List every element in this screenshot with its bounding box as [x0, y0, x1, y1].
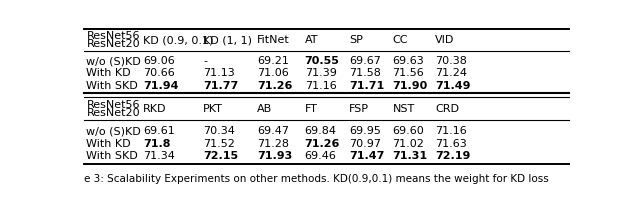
Text: 71.94: 71.94	[143, 80, 179, 90]
Text: ResNet56: ResNet56	[86, 31, 140, 41]
Text: 71.13: 71.13	[203, 69, 235, 78]
Text: 69.46: 69.46	[305, 151, 337, 161]
Text: AT: AT	[305, 35, 318, 45]
Text: ResNet56: ResNet56	[86, 100, 140, 110]
Text: KD (0.9, 0.1): KD (0.9, 0.1)	[143, 35, 213, 45]
Text: 71.34: 71.34	[143, 151, 175, 161]
Text: FSP: FSP	[349, 104, 369, 114]
Text: 71.06: 71.06	[257, 69, 289, 78]
Text: 71.8: 71.8	[143, 139, 170, 149]
Text: PKT: PKT	[203, 104, 223, 114]
Text: 69.67: 69.67	[349, 56, 381, 66]
Text: w/o (S)KD: w/o (S)KD	[86, 126, 141, 136]
Text: With KD: With KD	[86, 139, 131, 149]
Text: CC: CC	[392, 35, 408, 45]
Text: With SKD: With SKD	[86, 80, 138, 90]
Text: 71.71: 71.71	[349, 80, 385, 90]
Text: FitNet: FitNet	[257, 35, 290, 45]
Text: 69.06: 69.06	[143, 56, 175, 66]
Text: 69.47: 69.47	[257, 126, 289, 136]
Text: RKD: RKD	[143, 104, 166, 114]
Text: 72.19: 72.19	[435, 151, 470, 161]
Text: 70.34: 70.34	[203, 126, 235, 136]
Text: 71.28: 71.28	[257, 139, 289, 149]
Text: 69.60: 69.60	[392, 126, 424, 136]
Text: 69.63: 69.63	[392, 56, 424, 66]
Text: ResNet20: ResNet20	[86, 39, 140, 50]
Text: With KD: With KD	[86, 69, 131, 78]
Text: 71.63: 71.63	[435, 139, 467, 149]
Text: 69.61: 69.61	[143, 126, 175, 136]
Text: 71.77: 71.77	[203, 80, 238, 90]
Text: 71.26: 71.26	[305, 139, 340, 149]
Text: 71.39: 71.39	[305, 69, 337, 78]
Text: 71.31: 71.31	[392, 151, 428, 161]
Text: 71.52: 71.52	[203, 139, 235, 149]
Text: CRD: CRD	[435, 104, 459, 114]
Text: 72.15: 72.15	[203, 151, 238, 161]
Text: NST: NST	[392, 104, 415, 114]
Text: 71.47: 71.47	[349, 151, 385, 161]
Text: 69.84: 69.84	[305, 126, 337, 136]
Text: AB: AB	[257, 104, 273, 114]
Text: 70.38: 70.38	[435, 56, 467, 66]
Text: SP: SP	[349, 35, 364, 45]
Text: With SKD: With SKD	[86, 151, 138, 161]
Text: 69.95: 69.95	[349, 126, 381, 136]
Text: 71.56: 71.56	[392, 69, 424, 78]
Text: 71.02: 71.02	[392, 139, 424, 149]
Text: 71.49: 71.49	[435, 80, 470, 90]
Text: 71.26: 71.26	[257, 80, 292, 90]
Text: 70.66: 70.66	[143, 69, 175, 78]
Text: VID: VID	[435, 35, 454, 45]
Text: 70.55: 70.55	[305, 56, 340, 66]
Text: 71.16: 71.16	[435, 126, 467, 136]
Text: KD (1, 1): KD (1, 1)	[203, 35, 252, 45]
Text: e 3: Scalability Experiments on other methods. KD(0.9,0.1) means the weight for : e 3: Scalability Experiments on other me…	[84, 174, 548, 184]
Text: 71.90: 71.90	[392, 80, 428, 90]
Text: -: -	[203, 56, 207, 66]
Text: 70.97: 70.97	[349, 139, 381, 149]
Text: 71.58: 71.58	[349, 69, 381, 78]
Text: 69.21: 69.21	[257, 56, 289, 66]
Text: ResNet20: ResNet20	[86, 108, 140, 118]
Text: 71.24: 71.24	[435, 69, 467, 78]
Text: 71.16: 71.16	[305, 80, 337, 90]
Text: FT: FT	[305, 104, 317, 114]
Text: 71.93: 71.93	[257, 151, 292, 161]
Text: w/o (S)KD: w/o (S)KD	[86, 56, 141, 66]
